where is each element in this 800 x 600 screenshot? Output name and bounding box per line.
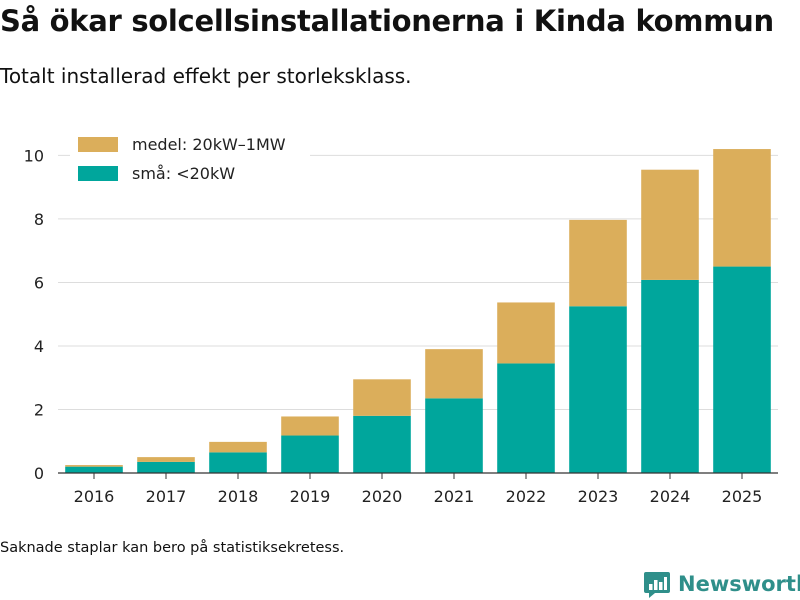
x-tick-label: 2016 (74, 487, 115, 506)
x-tick-label: 2025 (722, 487, 763, 506)
x-tick-label: 2021 (434, 487, 475, 506)
bar-segment (425, 398, 483, 473)
x-tick-label: 2020 (362, 487, 403, 506)
chart-subtitle: Totalt installerad effekt per storlekskl… (0, 64, 412, 88)
bar-segment (281, 435, 339, 473)
bar-segment (497, 363, 555, 473)
bar-segment (65, 466, 123, 473)
y-tick-label: 10 (24, 146, 44, 165)
bar-segment (353, 415, 411, 473)
bar-segment (209, 452, 267, 473)
brand-name: Newsworthy (678, 572, 800, 596)
bar-segment (137, 457, 195, 462)
chart-title: Så ökar solcellsinstallationerna i Kinda… (0, 4, 774, 38)
bar-segment (569, 219, 627, 307)
legend-label: små: <20kW (132, 164, 235, 183)
bar-segment (137, 461, 195, 473)
x-tick-label: 2019 (290, 487, 331, 506)
legend-label: medel: 20kW–1MW (132, 135, 286, 154)
bar-segment (641, 169, 699, 280)
x-tick-label: 2017 (146, 487, 187, 506)
bar-segment (425, 349, 483, 399)
bar-segment (569, 306, 627, 473)
newsworthy-logo-icon (644, 572, 670, 598)
y-tick-label: 2 (34, 400, 44, 419)
bar-segment (713, 149, 771, 267)
bar-segment (209, 441, 267, 453)
bar-segment (641, 279, 699, 473)
brand-logo: Newsworthy (644, 568, 800, 600)
bar-segment (281, 416, 339, 436)
x-tick-label: 2023 (578, 487, 619, 506)
legend-swatch (78, 166, 118, 181)
y-tick-label: 6 (34, 273, 44, 292)
bar-segment (713, 266, 771, 473)
x-tick-label: 2018 (218, 487, 259, 506)
x-tick-label: 2024 (650, 487, 691, 506)
y-tick-label: 8 (34, 210, 44, 229)
bar-segment (497, 302, 555, 364)
bar-segment (353, 379, 411, 416)
legend-swatch (78, 137, 118, 152)
stacked-bar-chart: 0 2 4 6 8 10 2016 2017 2018 2019 2020 2021 2022 2023 2… (23, 135, 778, 506)
footnote: Saknade staplar kan bero på statistiksek… (0, 540, 345, 556)
y-tick-label: 0 (34, 464, 44, 483)
x-tick-label: 2022 (506, 487, 547, 506)
y-tick-label: 4 (34, 337, 44, 356)
bar-segment (65, 465, 123, 467)
